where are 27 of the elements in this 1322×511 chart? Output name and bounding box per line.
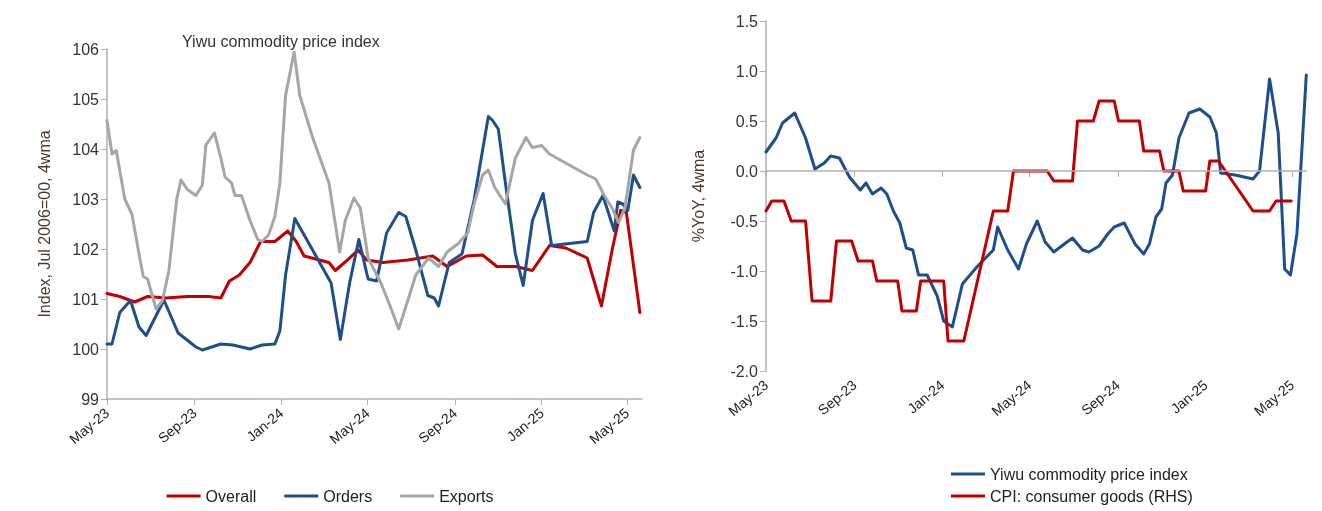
y-tick-label: 0.0 <box>735 162 759 180</box>
legend-label: CPI: consumer goods (RHS) <box>990 487 1193 505</box>
y-tick-label: -1.0 <box>730 262 759 280</box>
y-tick-label: 103 <box>72 190 100 208</box>
y-tick-label: 1.5 <box>735 12 759 30</box>
y-tick-label: 1.0 <box>735 62 759 80</box>
line-series <box>105 115 642 352</box>
legend-label: Orders <box>323 487 373 505</box>
legend-label: Yiwu commodity price index <box>990 465 1188 483</box>
y-tick-label: 104 <box>72 140 100 158</box>
y-tick-label: -1.5 <box>730 312 759 330</box>
y-tick-label: -2.0 <box>730 362 759 380</box>
line-series <box>105 209 642 314</box>
y-tick-label: 100 <box>72 340 100 358</box>
y-tick-label: 99 <box>81 390 100 408</box>
y-tick-label: -0.5 <box>730 212 759 230</box>
y-tick-label: 101 <box>72 290 100 308</box>
y-axis-title: %YoY, 4wma <box>689 149 707 243</box>
y-axis-title: Index, Jul 2006=00, 4wma <box>35 130 53 318</box>
legend-label: Overall <box>205 487 257 505</box>
y-tick-label: 102 <box>72 240 100 258</box>
line-series <box>764 99 1293 343</box>
legend-label: Exports <box>439 487 494 505</box>
chart-title: Yiwu commodity price index <box>182 32 380 50</box>
y-tick-label: 105 <box>72 90 100 108</box>
y-tick-label: 106 <box>72 40 100 58</box>
y-tick-label: 0.5 <box>735 112 759 130</box>
